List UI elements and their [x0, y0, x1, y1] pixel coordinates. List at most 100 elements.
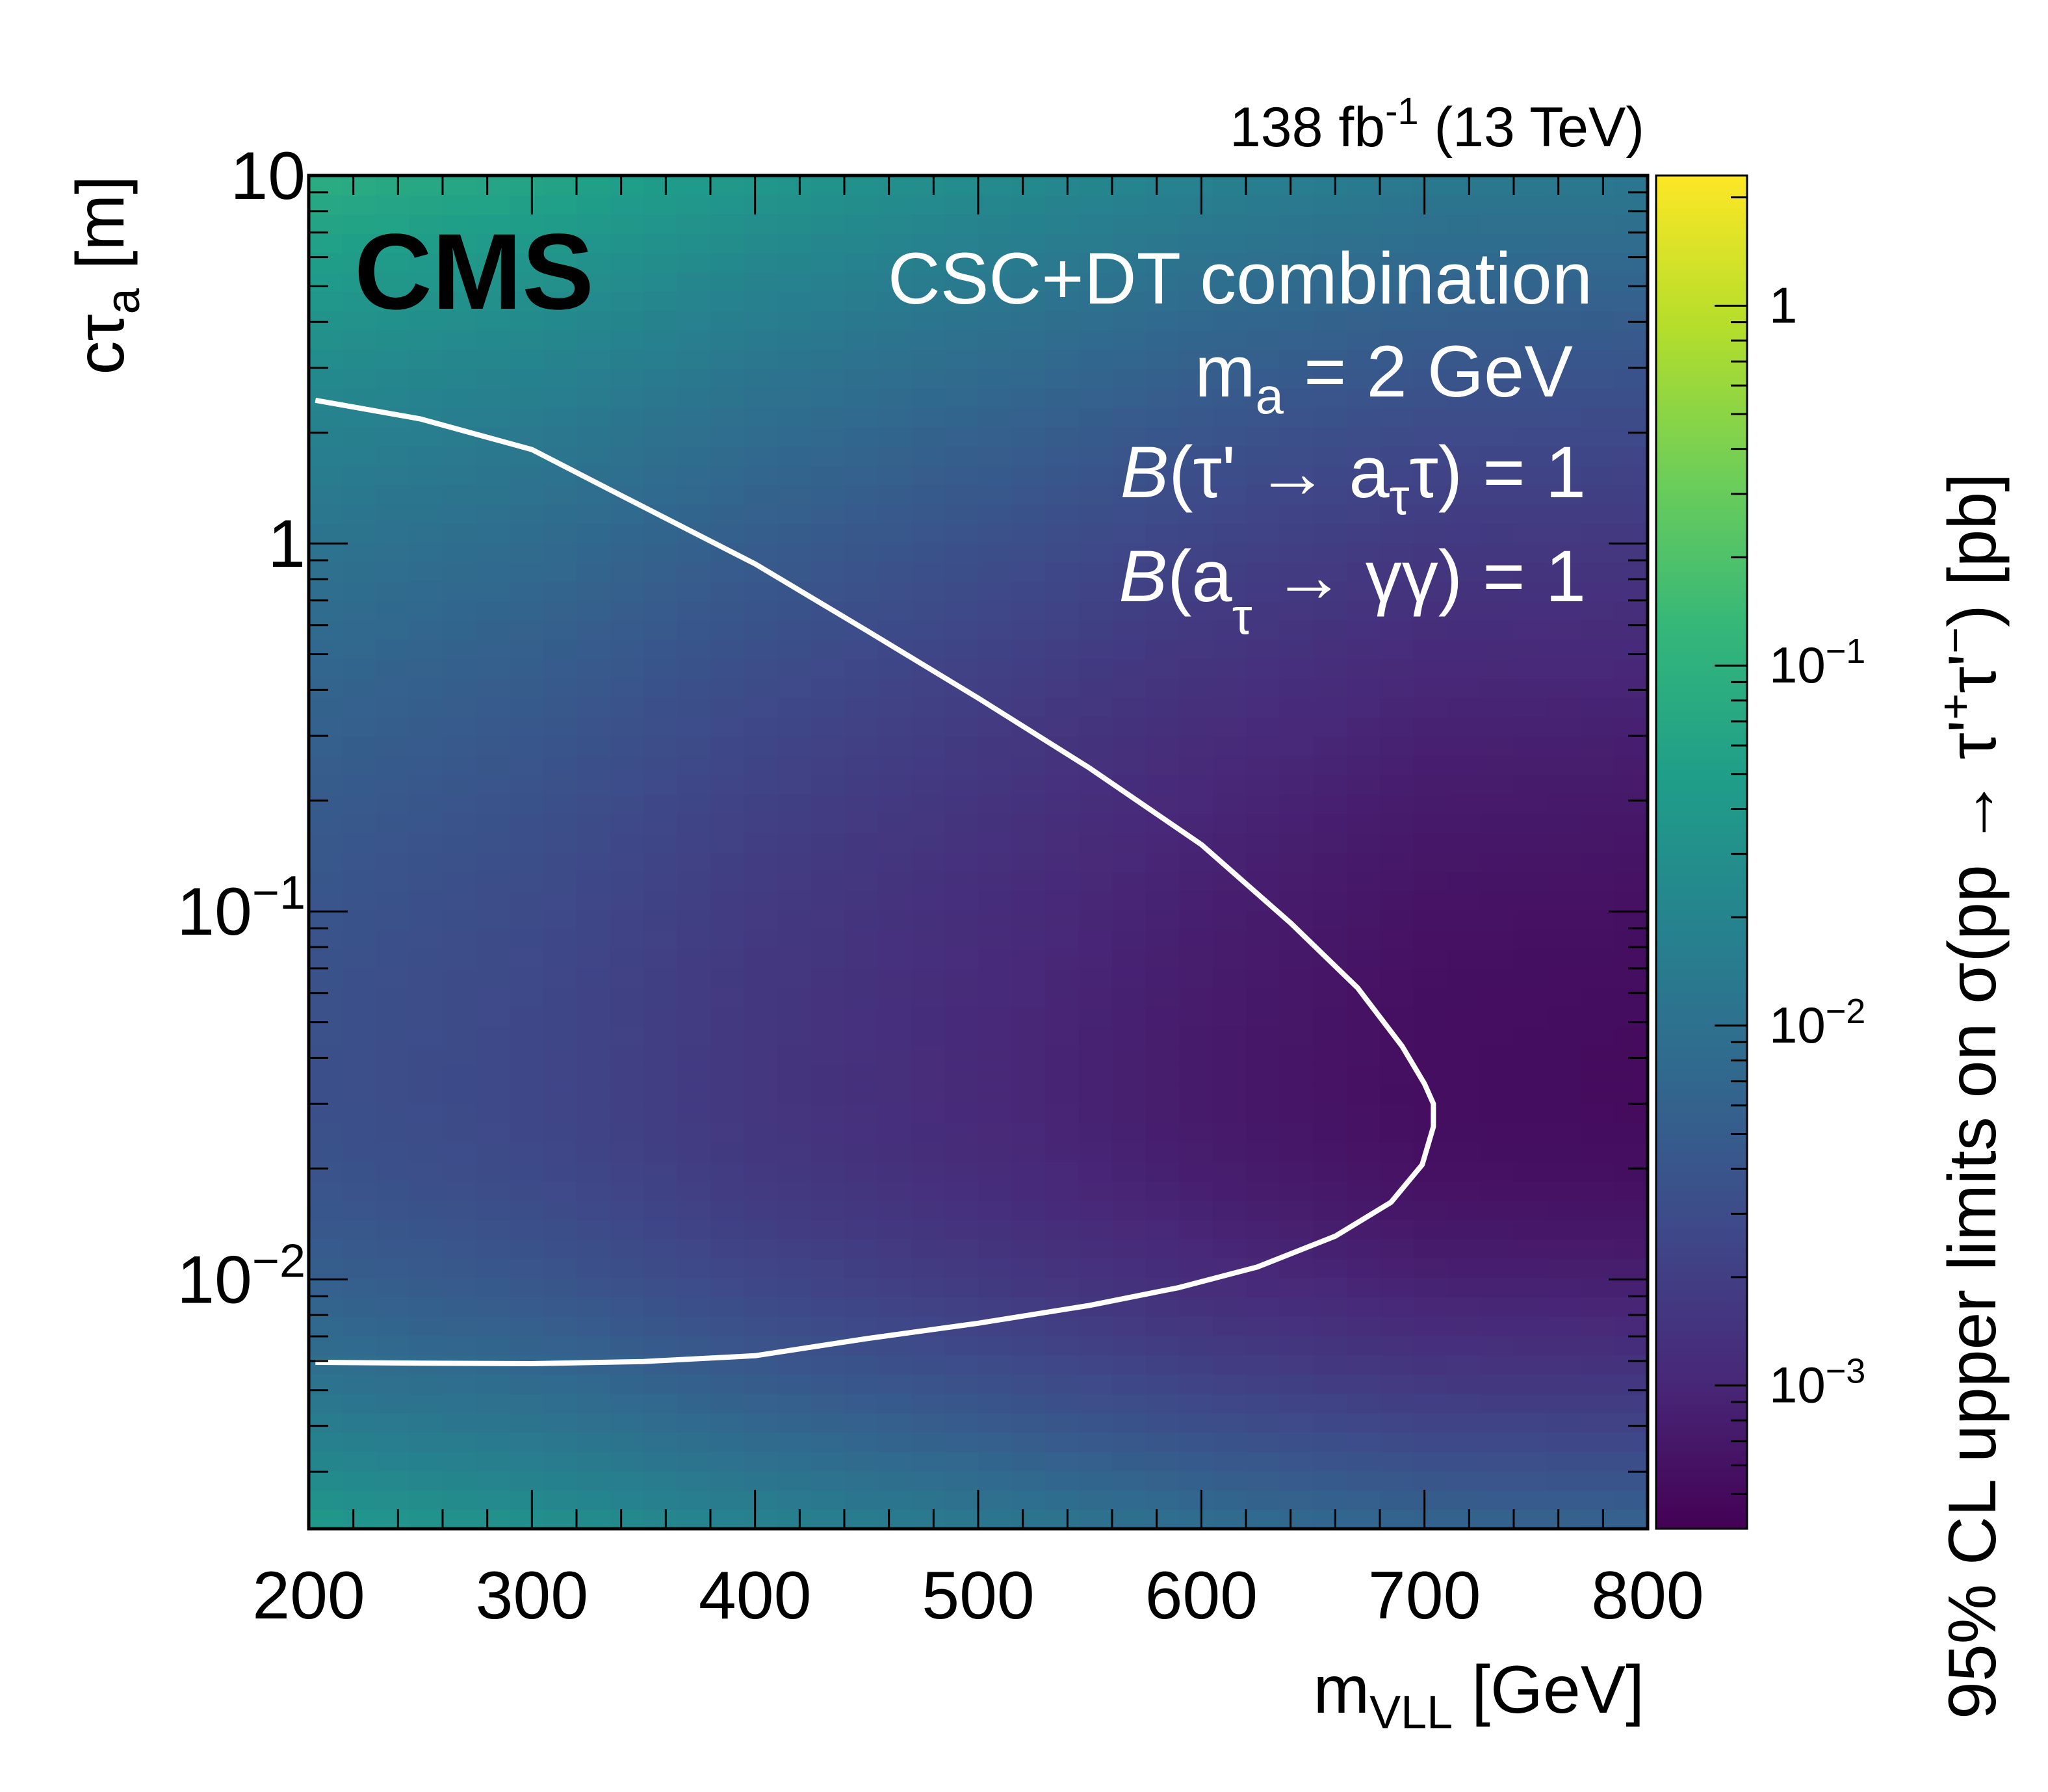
heatmap-cell — [1581, 214, 1615, 234]
heatmap-cell — [643, 968, 678, 988]
heatmap-cell — [1480, 968, 1514, 988]
heatmap-cell — [643, 1509, 678, 1529]
heatmap-cell — [777, 1509, 812, 1529]
heatmap-cell — [1145, 1258, 1180, 1279]
heatmap-cell — [1547, 349, 1581, 370]
heatmap-cell — [510, 775, 544, 795]
heatmap-cell — [777, 794, 812, 814]
heatmap-cell — [1614, 658, 1648, 679]
heatmap-cell — [1045, 833, 1080, 853]
heatmap-cell — [1447, 426, 1481, 447]
heatmap-cell — [1179, 639, 1213, 660]
heatmap-cell — [844, 716, 879, 737]
heatmap-cell — [510, 523, 544, 543]
heatmap-cell — [1112, 426, 1147, 447]
heatmap-cell — [677, 1451, 711, 1472]
heatmap-cell — [810, 620, 845, 640]
heatmap-cell — [1346, 581, 1380, 602]
heatmap-cell — [543, 543, 577, 563]
heatmap-cell — [1279, 1451, 1314, 1472]
heatmap-cell — [643, 736, 678, 756]
heatmap-cell — [1380, 852, 1414, 872]
heatmap-cell — [944, 1103, 979, 1124]
heatmap-cell — [1614, 1084, 1648, 1104]
heatmap-cell — [1480, 871, 1514, 892]
heatmap-cell — [476, 1142, 510, 1162]
heatmap-cell — [577, 543, 611, 563]
heatmap-cell — [1313, 1509, 1347, 1529]
heatmap-cell — [1045, 948, 1080, 969]
heatmap-cell — [1380, 272, 1414, 292]
heatmap-cell — [643, 1161, 678, 1182]
heatmap-cell — [1145, 1393, 1180, 1414]
heatmap-cell — [577, 233, 611, 253]
heatmap-cell — [1547, 910, 1581, 930]
heatmap-cell — [677, 194, 711, 215]
heatmap-cell — [510, 272, 544, 292]
heatmap-cell — [1614, 813, 1648, 833]
z-tick-label: 10−1 — [1769, 632, 1865, 694]
heatmap-cell — [944, 369, 979, 389]
heatmap-cell — [744, 349, 778, 370]
heatmap-cell — [1581, 484, 1615, 505]
heatmap-cell — [1078, 1103, 1113, 1124]
heatmap-cell — [1346, 330, 1380, 350]
heatmap-cell — [1112, 1412, 1147, 1433]
heatmap-cell — [877, 794, 912, 814]
heatmap-cell — [1212, 1412, 1247, 1433]
heatmap-cell — [1045, 1084, 1080, 1104]
heatmap-cell — [476, 1123, 510, 1143]
heatmap-cell — [844, 910, 879, 930]
heatmap-cell — [1145, 1355, 1180, 1375]
heatmap-cell — [1614, 1412, 1648, 1433]
heatmap-cell — [1514, 349, 1548, 370]
heatmap-cell — [844, 426, 879, 447]
heatmap-cell — [710, 1142, 745, 1162]
heatmap-cell — [376, 581, 410, 602]
heatmap-cell — [777, 349, 812, 370]
heatmap-cell — [443, 1161, 477, 1182]
heatmap-cell — [1547, 716, 1581, 737]
heatmap-cell — [944, 1142, 979, 1162]
heatmap-cell — [844, 1297, 879, 1317]
heatmap-cell — [577, 426, 611, 447]
heatmap-cell — [309, 658, 343, 679]
heatmap-cell — [1581, 1103, 1615, 1124]
heatmap-cell — [409, 1316, 443, 1336]
heatmap-cell — [376, 1451, 410, 1472]
heatmap-cell — [1212, 1103, 1247, 1124]
heatmap-cell — [1078, 1470, 1113, 1491]
heatmap-cell — [443, 388, 477, 408]
heatmap-cell — [309, 871, 343, 892]
heatmap-cell — [1279, 446, 1314, 466]
heatmap-cell — [610, 1412, 644, 1433]
heatmap-cell — [577, 194, 611, 215]
heatmap-cell — [1514, 987, 1548, 1007]
heatmap-cell — [1480, 407, 1514, 428]
heatmap-cell — [744, 833, 778, 853]
heatmap-cell — [1447, 1200, 1481, 1220]
heatmap-cell — [677, 214, 711, 234]
heatmap-cell — [443, 736, 477, 756]
heatmap-cell — [1045, 194, 1080, 215]
heatmap-cell — [1279, 1065, 1314, 1085]
heatmap-cell — [1313, 1180, 1347, 1201]
heatmap-cell — [844, 639, 879, 660]
heatmap-cell — [1313, 543, 1347, 563]
heatmap-cell — [1212, 1335, 1247, 1356]
heatmap-cell — [1246, 562, 1280, 582]
heatmap-cell — [610, 1084, 644, 1104]
heatmap-cell — [1346, 1161, 1380, 1182]
heatmap-cell — [1581, 910, 1615, 930]
heatmap-cell — [1011, 388, 1046, 408]
heatmap-cell — [1447, 1084, 1481, 1104]
heatmap-cell — [443, 253, 477, 273]
heatmap-cell — [744, 1180, 778, 1201]
heatmap-cell — [944, 929, 979, 950]
heatmap-cell — [1112, 736, 1147, 756]
heatmap-cell — [342, 194, 376, 215]
heatmap-cell — [610, 1374, 644, 1394]
heatmap-cell — [1145, 1142, 1180, 1162]
heatmap-cell — [309, 987, 343, 1007]
heatmap-cell — [510, 948, 544, 969]
